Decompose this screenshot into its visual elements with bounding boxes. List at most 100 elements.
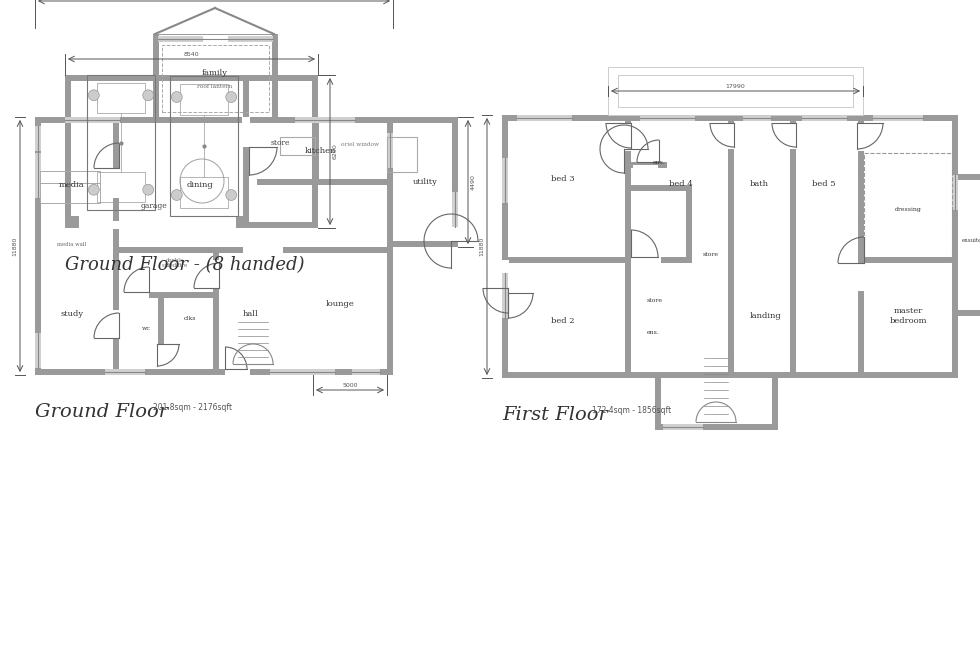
Bar [352, 369, 380, 375]
Bar [213, 253, 219, 369]
Bar [790, 121, 796, 372]
Text: utility: utility [413, 178, 437, 186]
Bar [873, 115, 923, 121]
Bar [502, 160, 508, 200]
Bar [280, 137, 315, 155]
Circle shape [88, 184, 99, 195]
Bar [502, 115, 958, 121]
Bar [952, 310, 980, 316]
Bar [624, 123, 632, 149]
Bar [608, 67, 863, 115]
Text: 8540: 8540 [183, 52, 199, 57]
Text: study: study [61, 310, 83, 318]
Bar [65, 222, 318, 228]
Bar [79, 221, 236, 229]
Text: 5000: 5000 [342, 383, 358, 388]
Text: store: store [703, 253, 719, 257]
Text: master
bedroom: master bedroom [889, 308, 927, 325]
Bar [105, 369, 145, 375]
Bar [502, 273, 508, 318]
Text: bed 5: bed 5 [812, 180, 836, 188]
Bar [772, 378, 778, 430]
Bar [35, 369, 393, 375]
Text: 11880: 11880 [12, 236, 17, 256]
Bar [40, 183, 100, 203]
Bar [857, 123, 865, 151]
Bar [65, 75, 318, 81]
Text: 172.4sqm - 1856sqft: 172.4sqm - 1856sqft [592, 406, 671, 415]
Text: 201.8sqm - 2176sqft: 201.8sqm - 2176sqft [153, 403, 232, 412]
Text: landing: landing [750, 312, 782, 320]
Bar [452, 117, 458, 247]
Bar [87, 75, 155, 210]
Text: oriel window: oriel window [341, 142, 379, 148]
Bar [625, 121, 631, 372]
Bar [270, 369, 335, 375]
Bar [212, 260, 220, 288]
Text: hall: hall [243, 310, 259, 318]
Circle shape [172, 189, 182, 200]
Bar [451, 211, 459, 241]
Bar [502, 115, 508, 378]
Bar [655, 378, 661, 430]
Bar [40, 171, 100, 183]
Text: roof lantern: roof lantern [197, 84, 232, 89]
Bar [640, 115, 695, 121]
Text: media wall: media wall [57, 242, 86, 247]
Bar [97, 83, 145, 113]
Bar [35, 117, 41, 375]
Bar [158, 298, 164, 369]
Text: First Floor: First Floor [502, 406, 608, 424]
Circle shape [143, 184, 154, 195]
Bar [158, 36, 203, 42]
Bar [452, 192, 458, 227]
Bar [624, 123, 632, 151]
Bar [159, 35, 272, 42]
Bar [35, 117, 393, 123]
Bar [113, 123, 119, 369]
Text: double
sided fire: double sided fire [163, 257, 187, 268]
Text: 17990: 17990 [725, 84, 746, 89]
Text: bath: bath [750, 180, 768, 188]
Bar [119, 291, 149, 299]
Circle shape [172, 91, 182, 103]
Bar [655, 424, 778, 430]
Circle shape [88, 90, 99, 101]
Circle shape [225, 189, 236, 200]
Text: kitchen: kitchen [305, 147, 336, 155]
Bar [65, 75, 71, 228]
Bar [119, 247, 387, 253]
Bar [243, 246, 283, 254]
Bar [501, 265, 509, 293]
Text: Ground Floor: Ground Floor [35, 403, 169, 421]
Bar [170, 76, 238, 216]
Bar [153, 117, 278, 123]
Text: bed 4: bed 4 [669, 180, 693, 188]
Bar [71, 216, 79, 228]
Bar [633, 165, 658, 173]
Bar [727, 123, 735, 149]
Text: bed 2: bed 2 [551, 317, 574, 325]
Text: bed 3: bed 3 [551, 175, 575, 183]
Text: dressing: dressing [895, 206, 921, 212]
Bar [35, 153, 41, 198]
Bar [313, 123, 319, 185]
Bar [952, 174, 980, 180]
Bar [743, 115, 771, 121]
Bar [312, 75, 318, 228]
Bar [272, 36, 278, 123]
Bar [631, 256, 661, 264]
Text: lounge: lounge [325, 300, 355, 308]
Bar [857, 263, 865, 291]
Text: dining: dining [186, 181, 214, 189]
Bar [952, 175, 958, 210]
Text: 6290: 6290 [333, 144, 338, 159]
Text: ensuite: ensuite [961, 238, 980, 242]
Bar [243, 81, 249, 222]
Bar [864, 153, 952, 258]
Bar [387, 117, 393, 375]
Bar [180, 84, 227, 115]
Text: ens.: ens. [647, 330, 660, 336]
Bar [159, 36, 272, 42]
Text: media: media [59, 181, 85, 189]
